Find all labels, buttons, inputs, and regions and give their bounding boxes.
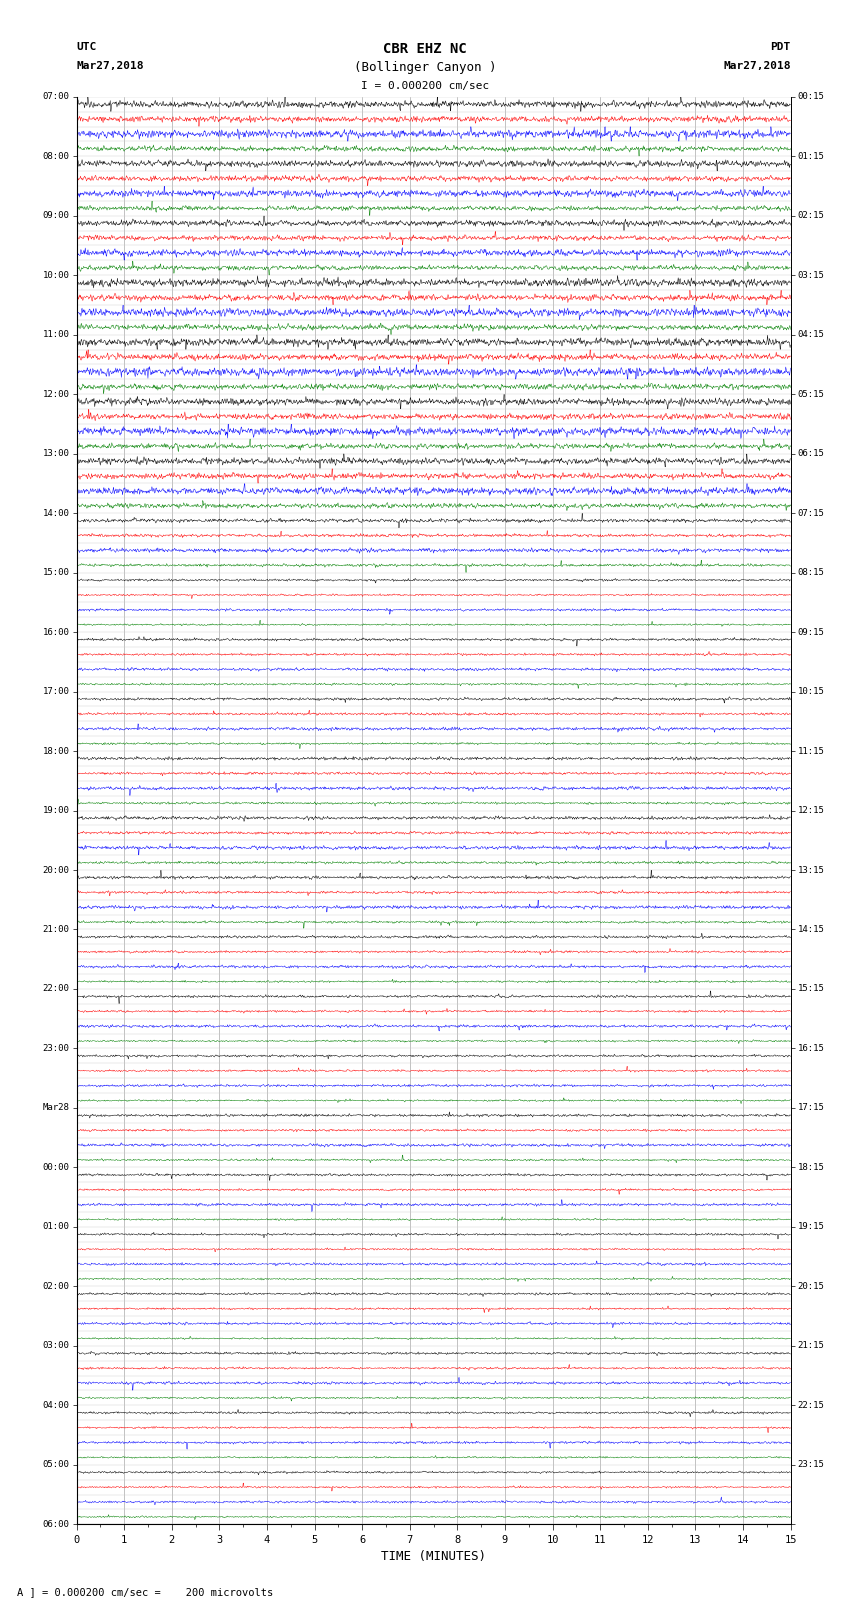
Text: Mar27,2018: Mar27,2018: [723, 61, 791, 71]
Text: CBR EHZ NC: CBR EHZ NC: [383, 42, 467, 56]
X-axis label: TIME (MINUTES): TIME (MINUTES): [381, 1550, 486, 1563]
Text: (Bollinger Canyon ): (Bollinger Canyon ): [354, 61, 496, 74]
Text: UTC: UTC: [76, 42, 97, 52]
Text: I = 0.000200 cm/sec: I = 0.000200 cm/sec: [361, 81, 489, 90]
Text: PDT: PDT: [770, 42, 790, 52]
Text: A ] = 0.000200 cm/sec =    200 microvolts: A ] = 0.000200 cm/sec = 200 microvolts: [17, 1587, 273, 1597]
Text: Mar27,2018: Mar27,2018: [76, 61, 144, 71]
